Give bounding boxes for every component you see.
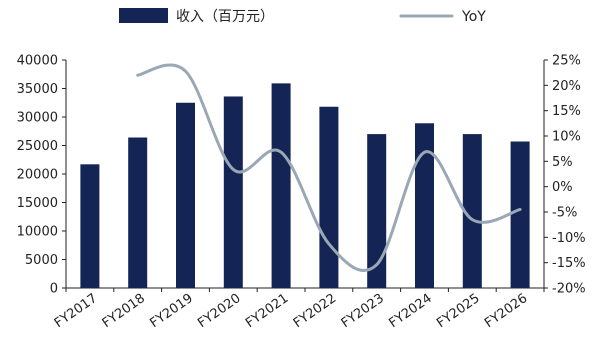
right-tick-label: 20%	[552, 79, 581, 94]
revenue-bar	[80, 164, 100, 288]
left-tick-label: 5000	[25, 253, 58, 268]
left-tick-label: 40000	[17, 54, 58, 69]
yoy-point	[185, 70, 186, 72]
right-tick-label: 25%	[552, 54, 581, 69]
right-tick-label: -15%	[552, 256, 586, 271]
legend-bar-swatch	[119, 8, 168, 23]
right-tick-label: 15%	[552, 104, 581, 119]
yoy-point	[328, 243, 330, 245]
axes: 0 5000 10000 15000 20000 25000 30000 35000 40000…	[17, 54, 586, 297]
right-tick-label: -5%	[552, 206, 577, 221]
revenue-bar	[462, 134, 482, 288]
revenue-bar	[367, 134, 387, 288]
left-tick-label: 0	[50, 282, 58, 297]
left-tick-label: 15000	[17, 196, 58, 211]
right-tick-label: 5%	[552, 155, 573, 170]
x-category-label: FY2020	[195, 291, 243, 331]
yoy-point	[376, 264, 378, 266]
right-tick-label: -10%	[552, 231, 586, 246]
x-category-label: FY2022	[291, 291, 339, 331]
legend: 收入（百万元） YoY	[119, 8, 486, 25]
left-tick-label: 30000	[17, 111, 58, 126]
yoy-point	[519, 208, 521, 210]
yoy-point	[137, 74, 139, 76]
x-category-label: FY2023	[339, 291, 387, 331]
right-tick-label: 0%	[552, 180, 573, 195]
left-tick-label: 20000	[17, 168, 58, 183]
legend-bar-label: 收入（百万元）	[176, 9, 274, 25]
right-tick-label: 10%	[552, 130, 581, 145]
legend-line-label: YoY	[461, 9, 486, 25]
x-category-label: FY2017	[52, 291, 100, 331]
x-category-label: FY2018	[100, 291, 148, 331]
revenue-bar	[176, 102, 195, 288]
revenue-bar	[128, 137, 148, 288]
revenue-bar	[223, 96, 243, 288]
x-axis-labels: FY2017 FY2018 FY2019 FY2020 FY2021 FY2022 FY20…	[52, 291, 531, 331]
left-tick-label: 25000	[17, 139, 58, 154]
revenue-bar	[415, 123, 434, 289]
x-category-label: FY2026	[482, 291, 530, 331]
yoy-point	[471, 219, 473, 221]
yoy-point	[424, 151, 425, 153]
revenue-bar	[319, 106, 339, 289]
revenue-bar	[510, 141, 530, 288]
x-category-label: FY2019	[147, 291, 195, 331]
right-tick-label: -20%	[552, 282, 586, 297]
x-category-label: FY2021	[243, 291, 291, 331]
x-category-label: FY2025	[434, 291, 482, 331]
bar-series	[80, 83, 530, 289]
left-tick-label: 35000	[17, 82, 58, 97]
yoy-point	[232, 168, 234, 170]
yoy-line-series	[136, 63, 522, 272]
revenue-bar	[271, 83, 291, 289]
left-tick-label: 10000	[17, 225, 58, 240]
x-category-label: FY2024	[386, 291, 434, 331]
yoy-point	[280, 151, 282, 153]
